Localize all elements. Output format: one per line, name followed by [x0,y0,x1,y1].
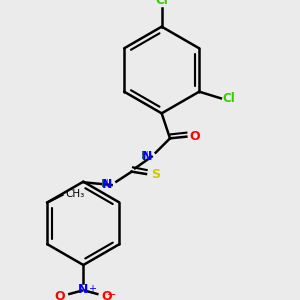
Text: +: + [88,284,96,294]
Text: Cl: Cl [223,92,235,105]
Text: O: O [54,290,65,300]
Text: −: − [107,290,116,300]
Text: N: N [78,283,88,296]
Text: O: O [101,290,112,300]
Text: O: O [189,130,200,143]
Text: H: H [141,151,149,161]
Text: N: N [142,150,152,163]
Text: Cl: Cl [155,0,168,7]
Text: CH₃: CH₃ [65,189,84,199]
Text: H: H [101,179,109,189]
Text: N: N [102,178,112,191]
Text: S: S [151,169,160,182]
